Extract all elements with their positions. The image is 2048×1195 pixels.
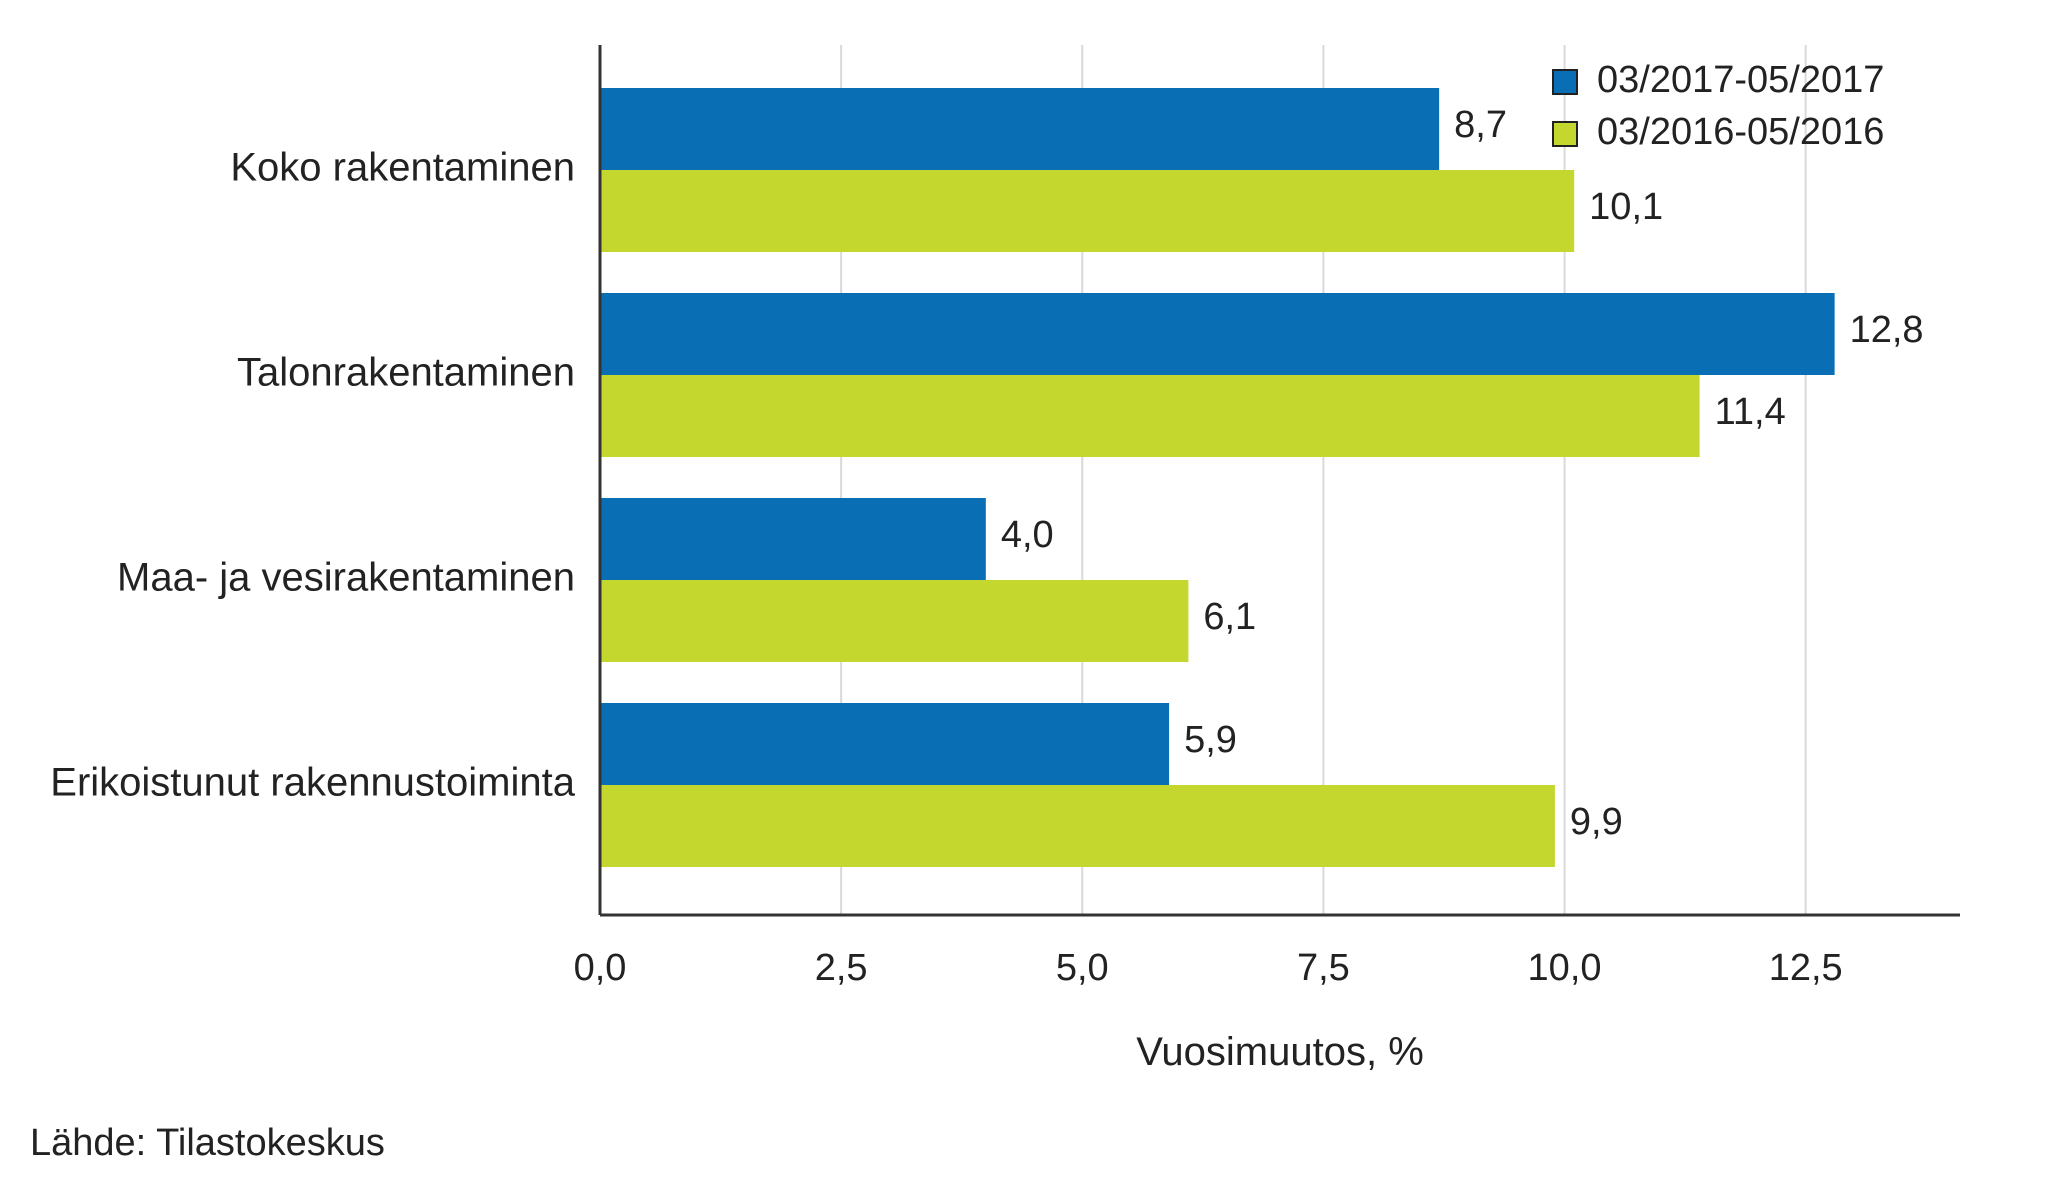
- data-label: 5,9: [1184, 719, 1237, 761]
- legend-swatch: [1552, 121, 1578, 147]
- data-label: 10,1: [1589, 186, 1663, 228]
- data-label: 9,9: [1570, 801, 1623, 843]
- category-labels: Koko rakentaminen Talonrakentaminen Maa- j…: [50, 146, 575, 805]
- category-label: Erikoistunut rakennustoiminta: [50, 761, 575, 805]
- legend-label: 03/2017-05/2017: [1597, 59, 1884, 101]
- x-tick-labels: 0,0 2,5 5,0 7,5 10,0 12,5: [574, 947, 1843, 989]
- data-label: 4,0: [1001, 514, 1054, 556]
- source-note: Lähde: Tilastokeskus: [30, 1122, 385, 1164]
- legend-swatch: [1552, 69, 1578, 95]
- bar: [600, 580, 1189, 662]
- bar: [600, 785, 1555, 867]
- x-tick-label: 5,0: [1056, 947, 1109, 989]
- legend: 03/2017-05/2017 03/2016-05/2016: [1552, 59, 1884, 153]
- bars: [600, 88, 1835, 867]
- bar: [600, 293, 1835, 375]
- x-tick-label: 12,5: [1769, 947, 1843, 989]
- category-label: Talonrakentaminen: [237, 351, 575, 395]
- x-axis-title: Vuosimuutos, %: [1136, 1030, 1424, 1074]
- data-labels: 8,7 10,1 12,8 11,4 4,0 6,1 5,9 9,9: [1001, 104, 1924, 843]
- category-label: Koko rakentaminen: [230, 146, 575, 190]
- x-tick-label: 7,5: [1297, 947, 1350, 989]
- bar: [600, 88, 1440, 170]
- data-label: 6,1: [1203, 596, 1256, 638]
- data-label: 8,7: [1454, 104, 1507, 146]
- data-label: 11,4: [1715, 391, 1786, 433]
- bar: [600, 498, 986, 580]
- legend-label: 03/2016-05/2016: [1597, 111, 1884, 153]
- x-tick-label: 10,0: [1528, 947, 1602, 989]
- data-label: 12,8: [1850, 309, 1924, 351]
- category-label: Maa- ja vesirakentaminen: [117, 556, 575, 600]
- x-tick-label: 2,5: [815, 947, 868, 989]
- x-tick-label: 0,0: [574, 947, 627, 989]
- bar: [600, 170, 1575, 252]
- axes: [598, 45, 1960, 917]
- bar: [600, 375, 1700, 457]
- bar: [600, 703, 1170, 785]
